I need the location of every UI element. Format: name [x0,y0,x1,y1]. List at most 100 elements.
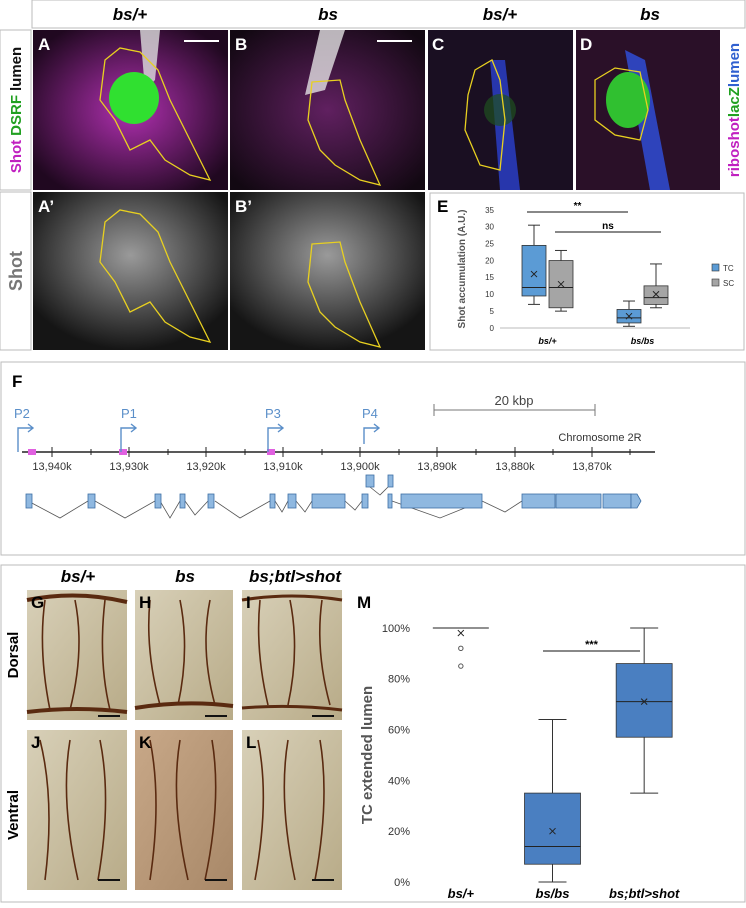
panel-letter: J [31,733,40,752]
panel-frame [429,192,745,351]
panel-letter: M [357,593,371,612]
x-tick-label: bs/+ [538,336,557,346]
panel-letter: B’ [235,197,252,216]
column-label: bs/+ [113,5,148,24]
mean-marker [549,827,556,835]
row-label: Ventral [5,790,22,840]
micrograph: A’ [33,192,228,350]
significance-label: *** [585,639,599,651]
panel-letter: F [12,372,22,391]
label-part: lacZ [726,87,743,117]
y-tick-label: 15 [485,273,494,282]
y-axis-label: TC extended lumen [359,686,376,824]
promoter-label: P4 [362,406,378,421]
mean-marker [640,698,648,706]
mean-marker [457,629,465,637]
coordinate-label: 13,910k [263,461,303,473]
y-tick-label: 10 [485,290,494,299]
box [524,792,581,865]
mean-marker [530,270,538,278]
panel-letter: I [246,593,251,612]
y-tick-label: 80% [388,674,410,686]
y-tick-label: 20 [485,256,494,265]
micrograph: D [576,30,720,190]
coordinate-label: 13,870k [572,461,612,473]
significance-label: ns [602,221,614,232]
panel-letter: H [139,593,151,612]
row-label: riboshotlacZlumen [726,43,743,177]
mean-marker [625,312,633,320]
micrograph: B’ [230,192,425,350]
chromosome-label: Chromosome 2R [558,432,641,444]
box [521,244,547,297]
row-label: Shot [6,251,26,291]
panel-letter: G [31,593,44,612]
x-tick-label: bs;btl>shot [609,886,680,901]
row-label-frame [0,29,32,191]
x-tick-label: bs/bs [631,336,655,346]
label-part: lumen [8,47,25,91]
column-label: bs [175,567,195,586]
y-tick-label: 0% [394,877,410,889]
box [643,285,669,305]
label-part: Shot [8,140,25,173]
legend-swatch [711,263,720,272]
column-label: bs [640,5,660,24]
gene-map [17,404,655,519]
significance-label: ** [574,201,582,212]
row-label: Shot DSRF lumen [8,47,25,173]
promoter-label: P1 [121,406,137,421]
panel-letter: L [246,733,256,752]
y-tick-label: 40% [388,775,410,787]
row-label-frame [0,191,32,351]
coordinate-label: 13,940k [32,461,72,473]
brightfield-images [26,590,343,890]
y-tick-label: 25 [485,240,494,249]
label-part: lumen [726,43,743,87]
box [615,663,673,738]
micrograph: B [230,30,425,190]
row-label: Dorsal [5,632,22,679]
scale-label: 20 kbp [494,393,533,408]
panel-letter: B [235,35,247,54]
column-label: bs/+ [61,567,96,586]
column-label: bs/+ [483,5,518,24]
coordinate-label: 13,890k [417,461,457,473]
y-tick-label: 60% [388,724,410,736]
x-tick-label: bs/+ [448,886,475,901]
y-tick-label: 100% [382,623,410,635]
y-tick-label: 20% [388,826,410,838]
x-tick-label: bs/bs [536,886,570,901]
mean-marker [652,290,660,298]
mean-marker [557,280,565,288]
legend-swatch [711,278,720,287]
micrograph: A [33,30,228,190]
label-part: DSRF [8,95,25,136]
coordinate-label: 13,880k [495,461,535,473]
y-tick-label: 0 [490,324,495,333]
promoter-label: P3 [265,406,281,421]
panel-letter: A’ [38,197,54,216]
panel-letter: K [139,733,152,752]
coordinate-label: 13,920k [186,461,226,473]
promoter-label: P2 [14,406,30,421]
label-part: riboshot [726,117,743,177]
panel-letter: E [437,197,448,216]
panel-frame [0,564,746,903]
header-frame [31,0,746,29]
micrograph: C [428,30,573,190]
y-tick-label: 30 [485,223,494,232]
y-tick-label: 5 [490,307,495,316]
panel-letter: A [38,35,50,54]
legend-label: TC [723,264,734,273]
column-label: bs [318,5,338,24]
y-axis-label: Shot accumulation (A.U.) [457,210,468,329]
legend-label: SC [723,279,734,288]
outlier [458,645,464,652]
coordinate-label: 13,930k [109,461,149,473]
outlier [458,663,464,669]
column-label: bs;btl>shot [249,567,342,586]
coordinate-label: 13,900k [340,461,380,473]
panel-letter: C [432,35,444,54]
